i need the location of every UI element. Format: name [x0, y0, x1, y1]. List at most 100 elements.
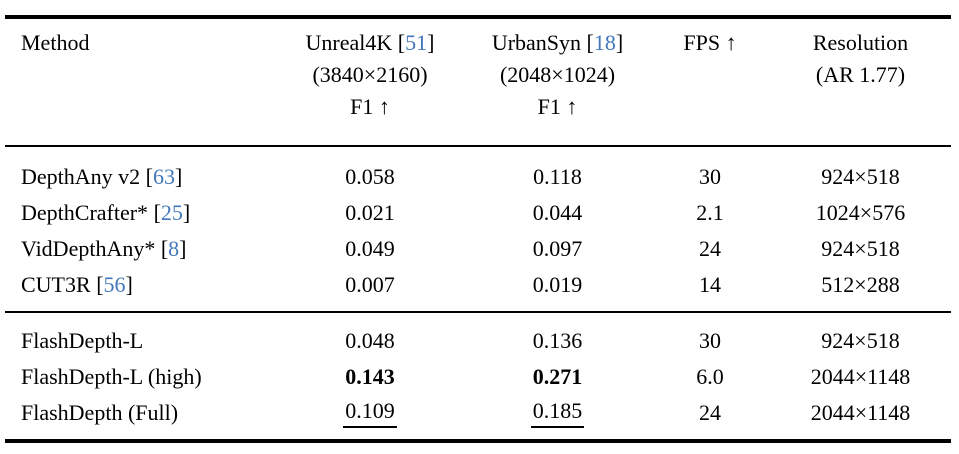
citation-link[interactable]: [63]: [146, 164, 183, 189]
f1-urbansyn-cell: 0.097: [465, 231, 650, 267]
f1-unreal4k-cell: 0.143: [275, 359, 465, 395]
col-header-urbansyn: UrbanSyn [18] (2048×1024) F1 ↑: [465, 17, 650, 146]
resolution-cell: 924×518: [770, 312, 951, 359]
fps-value: 14: [699, 272, 721, 297]
resolution-value: 924×518: [821, 236, 900, 261]
table-row: CUT3R [56] 0.007 0.019 14 512×288: [5, 267, 951, 312]
dataset-resolution-unreal4k: (3840×2160): [312, 62, 428, 87]
fps-value: 24: [699, 236, 721, 261]
f1-value: 0.058: [345, 164, 395, 189]
resolution-cell: 2044×1148: [770, 359, 951, 395]
dataset-name: UrbanSyn: [491, 30, 582, 55]
bracket-close: ]: [615, 30, 624, 55]
f1-value: 0.021: [345, 200, 395, 225]
f1-unreal4k-cell: 0.109: [275, 395, 465, 441]
results-table: Method Unreal4K [51] (3840×2160) F1 ↑ Ur…: [5, 15, 951, 443]
f1-urbansyn-cell: 0.044: [465, 195, 650, 231]
fps-cell: 14: [650, 267, 770, 312]
table-row: FlashDepth-L (high) 0.143 0.271 6.0 2044…: [5, 359, 951, 395]
fps-cell: 24: [650, 231, 770, 267]
citation-link[interactable]: [25]: [154, 200, 191, 225]
f1-unreal4k-cell: 0.048: [275, 312, 465, 359]
fps-value: 24: [699, 400, 721, 425]
table-row: DepthAny v2 [63] 0.058 0.118 30 924×518: [5, 146, 951, 195]
citation-link[interactable]: [51]: [398, 30, 435, 55]
resolution-value: 2044×1148: [810, 364, 911, 389]
f1-value-second-best: 0.185: [530, 398, 585, 428]
resolution-value: 1024×576: [815, 200, 906, 225]
f1-value: 0.136: [532, 328, 583, 353]
bracket-close: ]: [174, 164, 183, 189]
table-row: DepthCrafter* [25] 0.021 0.044 2.1 1024×…: [5, 195, 951, 231]
dataset-title-unreal4k: Unreal4K [51]: [277, 27, 463, 59]
f1-value: 0.044: [532, 200, 583, 225]
f1-value: 0.118: [533, 164, 582, 189]
f1-value-best: 0.271: [532, 364, 583, 389]
method-header-label: Method: [21, 30, 90, 55]
method-cell: DepthAny v2 [63]: [5, 146, 275, 195]
bracket-open: [: [153, 200, 161, 225]
baseline-methods-group: DepthAny v2 [63] 0.058 0.118 30 924×518 …: [5, 146, 951, 312]
citation-link[interactable]: [56]: [96, 272, 133, 297]
bracket-close: ]: [182, 200, 191, 225]
citation-link[interactable]: [8]: [161, 236, 187, 261]
f1-unreal4k-cell: 0.021: [275, 195, 465, 231]
bracket-close: ]: [125, 272, 133, 297]
citation-number: 51: [405, 30, 428, 55]
resolution-cell: 512×288: [770, 267, 951, 312]
table-row: FlashDepth (Full) 0.109 0.185 24 2044×11…: [5, 395, 951, 441]
f1-unreal4k-cell: 0.007: [275, 267, 465, 312]
col-header-fps: FPS ↑: [650, 17, 770, 146]
method-name: FlashDepth-L: [21, 328, 144, 353]
fps-value: 2.1: [696, 200, 724, 225]
citation-link[interactable]: [18]: [587, 30, 624, 55]
header-row: Method Unreal4K [51] (3840×2160) F1 ↑ Ur…: [5, 17, 951, 146]
fps-value: 30: [699, 328, 721, 353]
method-name: FlashDepth (Full): [21, 400, 179, 425]
col-header-resolution: Resolution (AR 1.77): [770, 17, 951, 146]
f1-value: 0.048: [345, 328, 395, 353]
f1-value: 0.097: [532, 236, 583, 261]
f1-unreal4k-cell: 0.058: [275, 146, 465, 195]
resolution-cell: 924×518: [770, 146, 951, 195]
aspect-ratio-label: (AR 1.77): [815, 62, 906, 87]
citation-number: 25: [160, 200, 183, 225]
method-name: DepthAny v2: [21, 164, 141, 189]
method-cell: VidDepthAny* [8]: [5, 231, 275, 267]
method-cell: DepthCrafter* [25]: [5, 195, 275, 231]
table-row: FlashDepth-L 0.048 0.136 30 924×518: [5, 312, 951, 359]
fps-cell: 24: [650, 395, 770, 441]
results-table-container: Method Unreal4K [51] (3840×2160) F1 ↑ Ur…: [5, 15, 951, 443]
resolution-cell: 1024×576: [770, 195, 951, 231]
resolution-value: 2044×1148: [810, 400, 911, 425]
citation-number: 18: [593, 30, 616, 55]
method-name: VidDepthAny*: [21, 236, 156, 261]
citation-number: 63: [152, 164, 175, 189]
f1-value: 0.049: [345, 236, 395, 261]
bracket-open: [: [586, 30, 594, 55]
dataset-title-urbansyn: UrbanSyn [18]: [467, 27, 648, 59]
resolution-value: 924×518: [821, 328, 900, 353]
dataset-resolution-urbansyn: (2048×1024): [499, 62, 616, 87]
metric-label-unreal4k: F1 ↑: [350, 94, 390, 119]
method-cell: FlashDepth-L: [5, 312, 275, 359]
method-cell: CUT3R [56]: [5, 267, 275, 312]
resolution-value: 512×288: [821, 272, 900, 297]
bracket-open: [: [96, 272, 104, 297]
bracket-close: ]: [179, 236, 187, 261]
table-row: VidDepthAny* [8] 0.049 0.097 24 924×518: [5, 231, 951, 267]
resolution-cell: 2044×1148: [770, 395, 951, 441]
f1-value-second-best: 0.109: [343, 398, 397, 428]
bracket-close: ]: [427, 30, 435, 55]
resolution-value: 924×518: [821, 164, 900, 189]
f1-value: 0.019: [532, 272, 583, 297]
fps-value: 6.0: [696, 364, 724, 389]
f1-urbansyn-cell: 0.271: [465, 359, 650, 395]
fps-cell: 2.1: [650, 195, 770, 231]
method-name: CUT3R: [21, 272, 91, 297]
f1-urbansyn-cell: 0.185: [465, 395, 650, 441]
method-cell: FlashDepth (Full): [5, 395, 275, 441]
bracket-open: [: [145, 164, 153, 189]
citation-number: 56: [103, 272, 126, 297]
f1-value: 0.007: [345, 272, 395, 297]
